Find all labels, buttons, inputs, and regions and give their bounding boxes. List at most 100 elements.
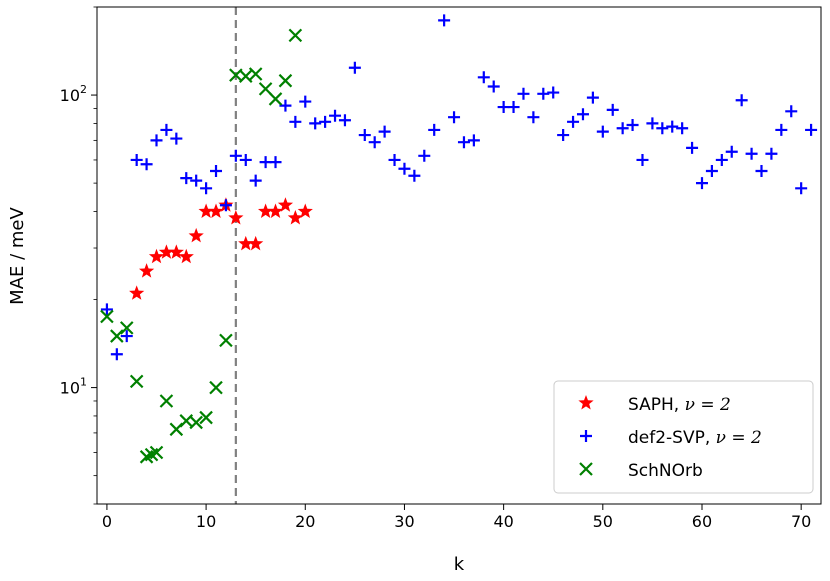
data-point bbox=[208, 203, 224, 218]
data-point bbox=[775, 123, 788, 136]
data-point bbox=[596, 125, 609, 138]
data-point bbox=[725, 145, 738, 158]
data-point bbox=[239, 153, 252, 166]
data-point bbox=[257, 203, 274, 218]
legend-entry: def2-SVP, ν = 2 bbox=[628, 428, 762, 448]
data-point bbox=[309, 117, 322, 130]
data-point bbox=[348, 61, 361, 74]
data-point bbox=[168, 244, 184, 259]
data-point bbox=[149, 445, 164, 460]
data-point bbox=[219, 199, 232, 212]
legend-marker bbox=[580, 430, 592, 442]
data-point bbox=[765, 147, 778, 160]
x-tick-label: 20 bbox=[295, 512, 315, 531]
data-point bbox=[507, 101, 520, 114]
legend-marker bbox=[578, 395, 594, 410]
data-point bbox=[735, 94, 748, 107]
data-point bbox=[576, 108, 589, 121]
data-point bbox=[129, 285, 145, 300]
data-point bbox=[646, 117, 659, 130]
data-point bbox=[448, 111, 461, 124]
data-point bbox=[100, 309, 114, 324]
data-point bbox=[288, 28, 303, 43]
data-point bbox=[210, 165, 223, 178]
data-point bbox=[160, 123, 173, 136]
data-point bbox=[695, 177, 708, 190]
data-point bbox=[388, 153, 401, 166]
data-point bbox=[755, 165, 768, 178]
data-point bbox=[130, 153, 143, 166]
data-point bbox=[268, 92, 283, 106]
data-point bbox=[238, 69, 253, 83]
data-point bbox=[705, 165, 718, 178]
data-point bbox=[319, 115, 332, 128]
x-axis: 0 10 20 30 40 50 60 70 bbox=[102, 504, 811, 531]
data-point bbox=[408, 169, 421, 182]
data-point bbox=[190, 174, 203, 187]
data-point bbox=[219, 333, 233, 348]
data-point bbox=[110, 329, 124, 343]
y-tick-label: 102 bbox=[60, 83, 87, 105]
data-point bbox=[438, 14, 451, 27]
series-x bbox=[100, 28, 303, 464]
data-point bbox=[606, 103, 619, 116]
data-point bbox=[297, 203, 313, 218]
legend-box bbox=[553, 380, 814, 494]
data-point bbox=[517, 87, 530, 100]
data-point bbox=[188, 227, 204, 243]
x-tick-label: 60 bbox=[692, 512, 712, 531]
data-point bbox=[745, 147, 758, 160]
data-point bbox=[656, 122, 669, 135]
data-point bbox=[287, 209, 303, 225]
data-point bbox=[616, 122, 629, 135]
legend: SAPH, ν = 2 def2-SVP, ν = 2 SchNOrb bbox=[553, 380, 814, 494]
plot-area bbox=[96, 6, 822, 505]
data-point bbox=[329, 109, 342, 122]
legend-entry: SchNOrb bbox=[628, 461, 703, 481]
data-point bbox=[686, 141, 699, 154]
data-point bbox=[457, 136, 470, 149]
data-point bbox=[228, 209, 244, 225]
data-point bbox=[586, 91, 599, 104]
y-axis-label: MAE / meV bbox=[7, 206, 28, 304]
data-point bbox=[178, 248, 194, 264]
data-point bbox=[198, 203, 214, 218]
x-tick-label: 70 bbox=[791, 512, 811, 531]
data-point bbox=[170, 132, 183, 145]
data-point bbox=[299, 95, 312, 108]
x-tick-label: 0 bbox=[102, 512, 112, 531]
x-tick-label: 30 bbox=[394, 512, 414, 531]
data-point bbox=[795, 182, 808, 195]
data-point bbox=[200, 182, 213, 195]
data-point bbox=[398, 162, 411, 175]
y-tick-label: 101 bbox=[60, 376, 87, 398]
data-point bbox=[278, 73, 293, 88]
series-layer bbox=[100, 14, 818, 464]
data-point bbox=[120, 330, 133, 343]
data-point bbox=[159, 394, 174, 408]
series-star bbox=[129, 197, 313, 300]
data-point bbox=[537, 87, 550, 100]
data-point bbox=[277, 197, 294, 212]
data-point bbox=[338, 114, 351, 127]
data-point bbox=[557, 129, 570, 142]
data-point bbox=[527, 111, 540, 124]
data-point bbox=[248, 235, 264, 251]
data-point bbox=[150, 134, 163, 147]
x-tick-label: 40 bbox=[493, 512, 513, 531]
data-point bbox=[209, 380, 223, 395]
data-point bbox=[567, 115, 580, 128]
data-point bbox=[666, 120, 679, 133]
data-point bbox=[100, 303, 113, 316]
data-point bbox=[238, 235, 254, 251]
data-point bbox=[428, 123, 441, 136]
data-point bbox=[477, 71, 490, 84]
data-point bbox=[229, 149, 242, 162]
data-point bbox=[487, 80, 500, 93]
data-point bbox=[626, 119, 639, 132]
plot-frame bbox=[96, 6, 822, 505]
data-point bbox=[249, 174, 262, 187]
data-point bbox=[189, 415, 203, 430]
data-point bbox=[180, 172, 193, 185]
